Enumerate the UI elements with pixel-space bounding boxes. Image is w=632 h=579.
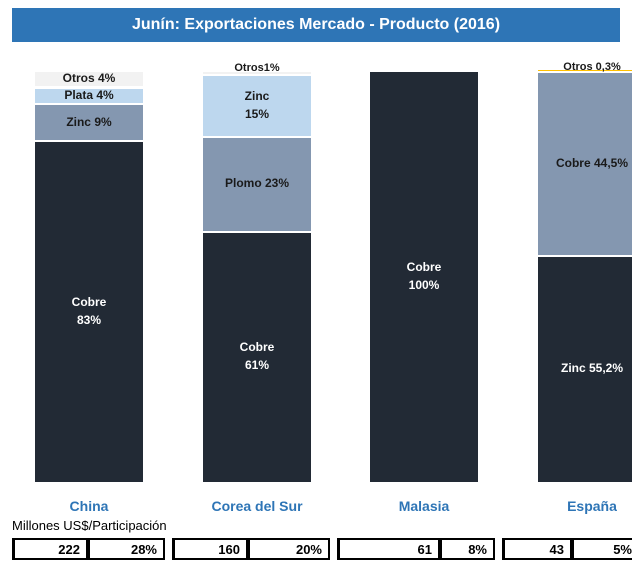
bar-segment bbox=[538, 254, 632, 482]
table-cell: 61 bbox=[337, 538, 440, 560]
bar-segment bbox=[35, 86, 143, 103]
bar: Zinc 55,2% Cobre 44,5% Otros 0,3% bbox=[538, 61, 632, 482]
data-label: Cobre 44,5% bbox=[555, 155, 629, 170]
data-label: Plata 4% bbox=[64, 87, 114, 102]
x-tick-label: China bbox=[69, 498, 109, 514]
data-label: Cobre 61% bbox=[239, 340, 275, 373]
data-label: Cobre 83% bbox=[71, 295, 107, 328]
data-label: Cobre 100% bbox=[406, 260, 442, 292]
bar-segment bbox=[35, 70, 143, 87]
chart-title: Junín: Exportaciones Mercado - Producto … bbox=[12, 8, 620, 42]
bar-segment bbox=[203, 70, 311, 75]
bar-segment bbox=[538, 70, 632, 72]
table-cell: 222 bbox=[12, 538, 88, 560]
data-label: Plomo 23% bbox=[224, 176, 290, 191]
table-cell: 5% bbox=[572, 538, 632, 560]
data-label: Zinc 15% bbox=[244, 89, 270, 122]
bar: Cobre 61% Plomo 23% Zinc 15% Otros1% bbox=[203, 62, 311, 482]
table-cell: 28% bbox=[88, 538, 165, 560]
data-label: Zinc 9% bbox=[66, 114, 112, 129]
table-cell: 8% bbox=[440, 538, 495, 560]
bar-segment bbox=[203, 74, 311, 136]
x-tick-label: Corea del Sur bbox=[211, 498, 303, 514]
bar-segment bbox=[538, 71, 632, 255]
bar-segment bbox=[35, 140, 143, 482]
data-label: Otros1% bbox=[234, 62, 280, 75]
table-cell: 20% bbox=[248, 538, 330, 560]
bar-segment bbox=[35, 102, 143, 141]
x-tick-label: Malasia bbox=[398, 498, 450, 514]
bar-segment bbox=[370, 70, 478, 482]
table-caption: Millones US$/Participación bbox=[12, 518, 167, 533]
x-tick-label: España bbox=[567, 498, 617, 514]
bar-segment bbox=[203, 230, 311, 482]
bar-segment bbox=[203, 135, 311, 231]
bar: Cobre 83% Zinc 9% Plata 4% Otros 4% bbox=[35, 70, 143, 482]
data-label: Otros 4% bbox=[62, 71, 116, 86]
table-cell: 43 bbox=[502, 538, 572, 560]
bar: Cobre 100% bbox=[370, 70, 478, 482]
data-label: Zinc 55,2% bbox=[560, 361, 624, 376]
data-label: Otros 0,3% bbox=[563, 60, 621, 73]
table-cell: 160 bbox=[172, 538, 248, 560]
